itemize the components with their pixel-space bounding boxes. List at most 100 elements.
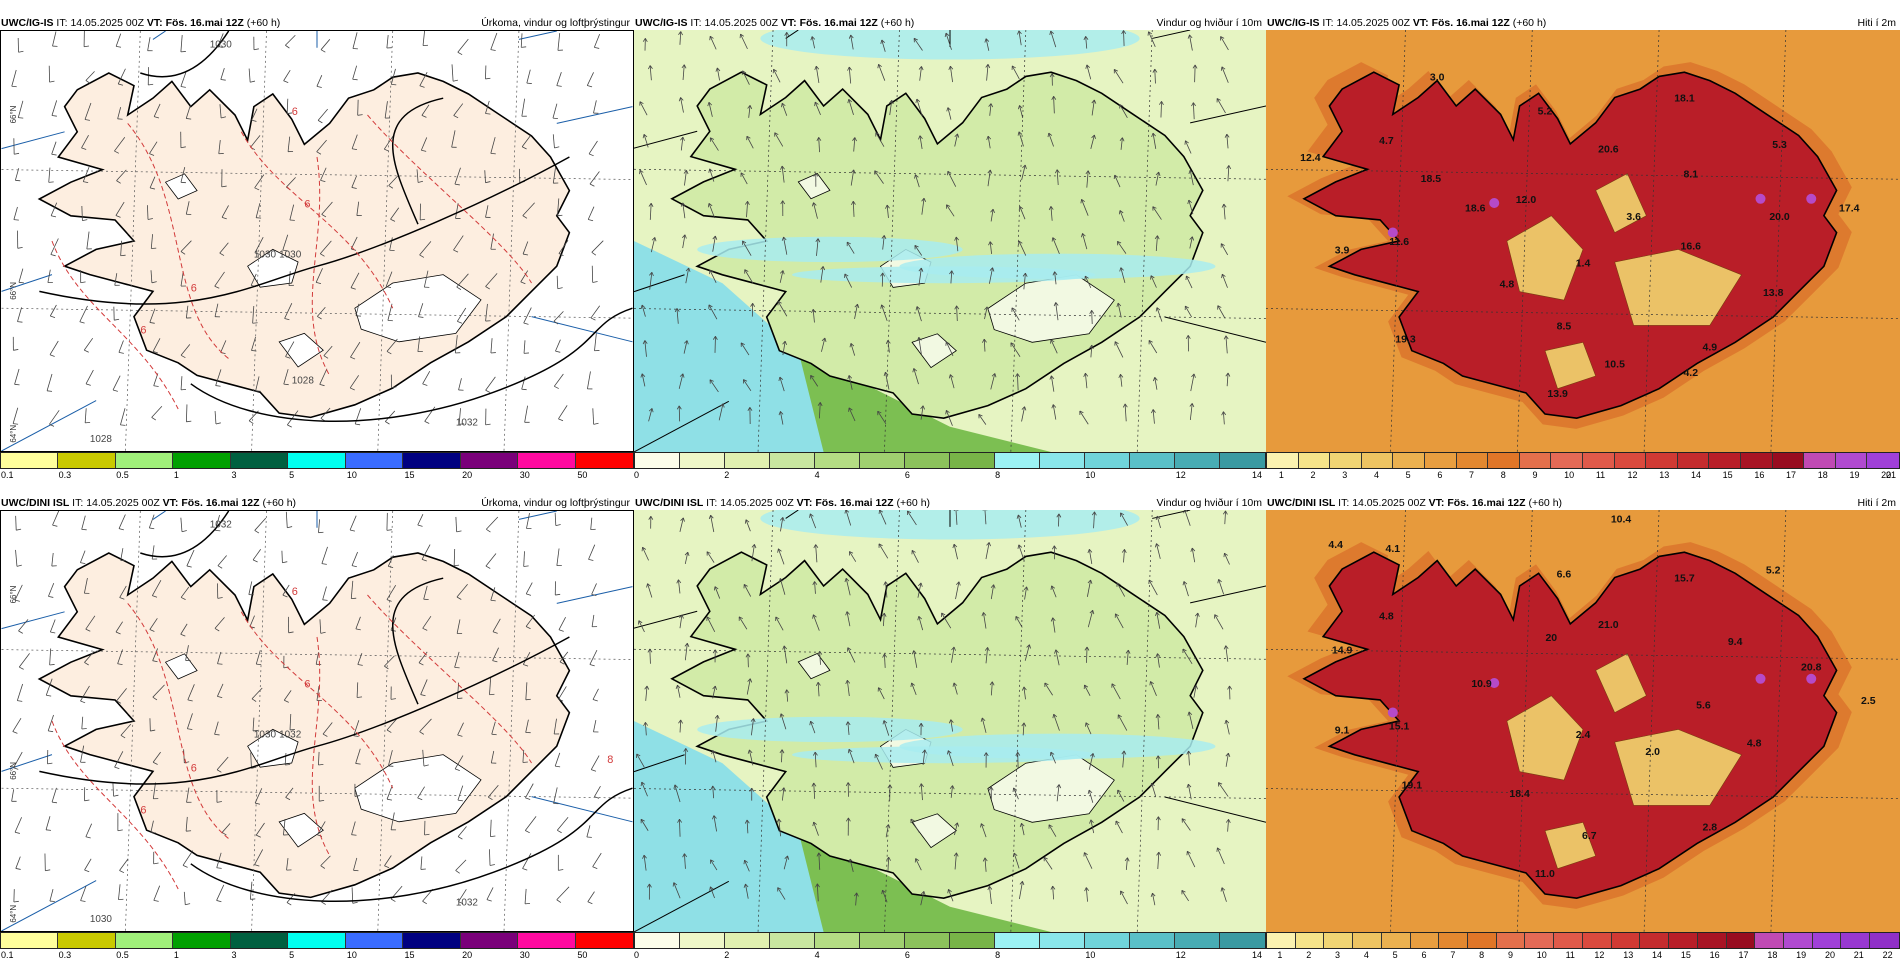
colorbar-tick-label: 1 [1279,470,1284,481]
warm-spot [1806,194,1816,204]
lead-time: (+60 h) [881,17,915,29]
colorbar-swatch [1741,453,1773,468]
colorbar-swatch [1411,933,1440,948]
colorbar-tick-label: 21 [1854,950,1864,961]
colorbar-swatch [1382,933,1411,948]
colorbar-tick-label: 6 [905,950,910,961]
colorbar-tick-label: 3 [232,470,237,481]
colorbar-swatch [1,453,58,468]
valid-time: Fös. 16.mai 12Z [181,497,259,509]
precip-contour-label: 6 [140,324,146,336]
warm-spot [1489,198,1499,208]
colorbar-swatch [288,933,345,948]
colorbar-swatch [1175,453,1220,468]
colorbar-swatch [725,933,770,948]
isobar-label: 1030 [90,914,113,925]
colorbar-swatch [1425,453,1457,468]
colorbar-swatch [58,933,115,948]
colorbar-swatch [635,453,680,468]
colorbar-swatch [1773,453,1805,468]
temperature-value: 8.5 [1557,321,1572,333]
temperature-value: 5.6 [1696,699,1711,711]
valid-time-label: VT: [163,497,179,509]
panel-header: UWC/DINI ISL IT: 14.05.2025 00Z VT: Fös.… [1266,496,1900,510]
colorbar-swatch [1646,453,1678,468]
latitude-label: 66°N [9,282,18,300]
model-name: UWC/DINI ISL [1,497,69,509]
colorbar-tick-label: 0.5 [116,950,129,961]
colorbar [0,932,634,949]
colorbar-tick-label: 6 [1422,950,1427,961]
init-time-label: IT: [72,497,83,509]
colorbar-tick-label: 0.1 [1,950,14,961]
temperature-value: 12.0 [1516,194,1537,206]
temperature-value: 11.6 [1389,236,1409,248]
warm-spot [1806,674,1816,684]
temperature-value: 20.6 [1598,143,1619,155]
temperature-value: 4.1 [1385,543,1400,555]
temperature-value: 18.1 [1674,93,1695,105]
valid-time: Fös. 16.mai 12Z [166,17,244,29]
temperature-value: 3.9 [1335,245,1350,257]
panel-header: UWC/IG-IS IT: 14.05.2025 00Z VT: Fös. 16… [0,16,634,30]
temperature-value: 10.9 [1471,678,1492,690]
colorbar-swatch [1727,933,1756,948]
precip-contour-label: 6 [292,586,298,598]
colorbar-tick-label: 20 [1825,950,1835,961]
panel-header: UWC/IG-IS IT: 14.05.2025 00Z VT: Fös. 16… [634,16,1266,30]
colorbar-swatch [1551,453,1583,468]
colorbar-swatch [1468,933,1497,948]
isobar-label: 1030 [254,249,277,260]
colorbar-tick-label: 9 [1532,470,1537,481]
temperature-value: 6.7 [1582,830,1597,842]
colorbar-tick-label: 20 [462,470,472,481]
colorbar-swatch [231,453,288,468]
valid-time-label: VT: [1429,497,1445,509]
temperature-value: 19.3 [1395,333,1416,345]
colorbar-tick-label: 16 [1754,470,1764,481]
isobar-label: 1030 [254,729,277,740]
temperature-value: 14.9 [1332,644,1353,656]
colorbar-tick-label: 18 [1818,470,1828,481]
isobar-label: 1030 [279,249,302,260]
colorbar-swatch [288,453,345,468]
map-canvas[interactable] [634,510,1266,932]
temperature-value: 2.5 [1861,695,1876,707]
colorbar-swatch [1497,933,1526,948]
colorbar-swatch [860,453,905,468]
temperature-value: 16.6 [1681,240,1702,252]
colorbar-swatch [518,933,575,948]
colorbar-tick-label: 2 [1311,470,1316,481]
temperature-value: 4.8 [1379,611,1394,623]
colorbar-tick-label: 10 [1085,470,1095,481]
colorbar-swatch [1488,453,1520,468]
temperature-value: 13.8 [1763,287,1784,299]
map-canvas[interactable] [634,30,1266,452]
colorbar-tick-label: 7 [1469,470,1474,481]
init-time: 14.05.2025 00Z [704,17,778,29]
colorbar-tick-label: 3 [1342,470,1347,481]
colorbar-swatch [1669,933,1698,948]
temperature-value: 3.0 [1430,72,1445,84]
temperature-value: 4.2 [1683,367,1698,379]
colorbar-tick-label: 20 [462,950,472,961]
colorbar-tick-label: 6 [905,470,910,481]
temperature-value: 15.1 [1389,720,1410,732]
colorbar-tick-label: 19 [1796,950,1806,961]
temperature-value: 9.4 [1728,636,1743,648]
colorbar-swatch [173,933,230,948]
colorbar-swatch [1867,453,1899,468]
colorbar-tick-label: 8 [1501,470,1506,481]
colorbar-tick-label: 17 [1739,950,1749,961]
lead-time: (+60 h) [1528,497,1562,509]
init-time: 14.05.2025 00Z [720,497,794,509]
colorbar-swatch [950,453,995,468]
gust-patch [899,254,1215,279]
